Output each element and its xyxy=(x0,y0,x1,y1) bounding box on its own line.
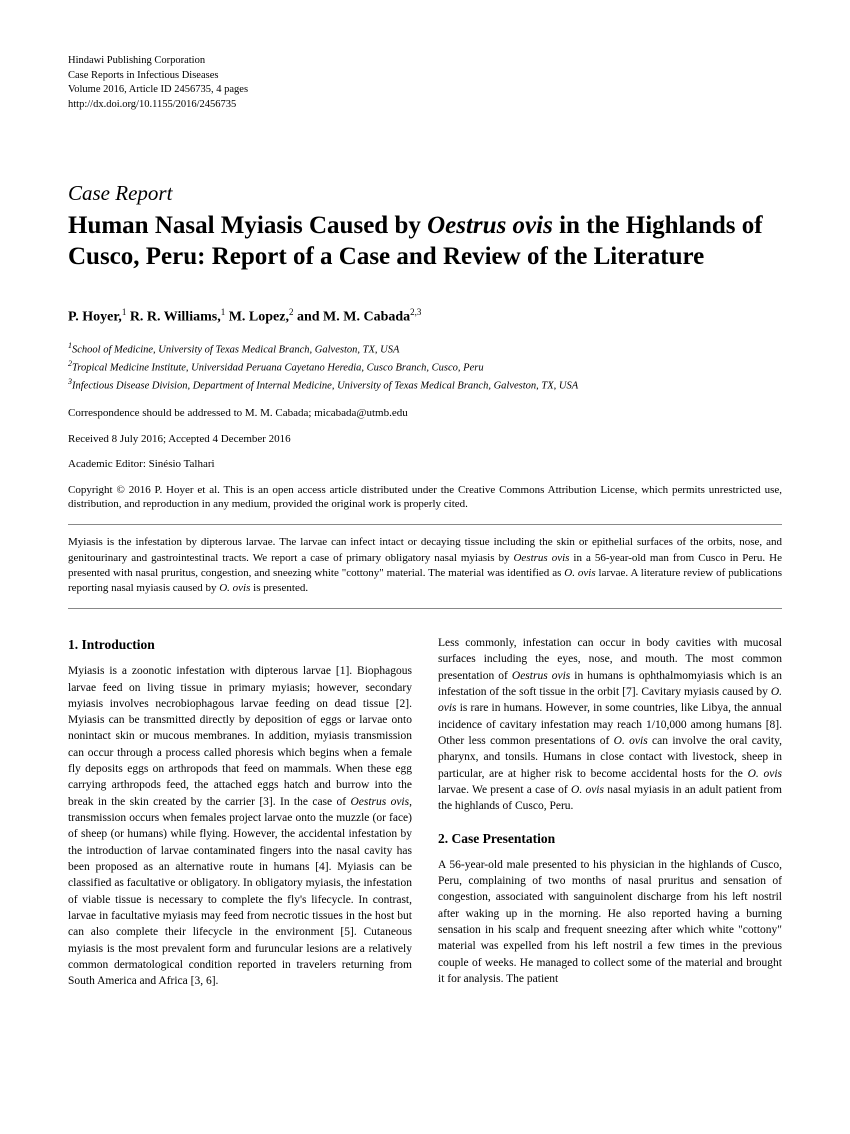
intro-paragraph-cont: Less commonly, infestation can occur in … xyxy=(438,635,782,815)
abstract: Myiasis is the infestation by dipterous … xyxy=(68,535,782,596)
divider xyxy=(68,608,782,609)
abstract-species: Oestrus ovis xyxy=(513,552,569,564)
body-species: O. ovis xyxy=(571,784,604,796)
body-species: Oestrus ovis xyxy=(350,796,409,808)
article-dates: Received 8 July 2016; Accepted 4 Decembe… xyxy=(68,432,782,447)
title-species: Oestrus ovis xyxy=(427,212,553,239)
affiliation-text: Tropical Medicine Institute, Universidad… xyxy=(72,363,484,374)
affiliation: 1School of Medicine, University of Texas… xyxy=(68,340,782,358)
affiliation-text: School of Medicine, University of Texas … xyxy=(72,344,399,355)
body-text: Myiasis is a zoonotic infestation with d… xyxy=(68,665,412,808)
body-text: , transmission occurs when females proje… xyxy=(68,796,412,988)
column-left: 1. Introduction Myiasis is a zoonotic in… xyxy=(68,635,412,1000)
section-heading-case: 2. Case Presentation xyxy=(438,829,782,848)
affiliation-text: Infectious Disease Division, Department … xyxy=(72,381,578,392)
publisher-info: Hindawi Publishing Corporation Case Repo… xyxy=(68,54,782,113)
case-paragraph: A 56-year-old male presented to his phys… xyxy=(438,857,782,988)
copyright-notice: Copyright © 2016 P. Hoyer et al. This is… xyxy=(68,483,782,513)
title-text: Human Nasal Myiasis Caused by xyxy=(68,212,427,239)
column-right: Less commonly, infestation can occur in … xyxy=(438,635,782,1000)
affiliations: 1School of Medicine, University of Texas… xyxy=(68,340,782,395)
divider xyxy=(68,524,782,525)
intro-paragraph: Myiasis is a zoonotic infestation with d… xyxy=(68,663,412,990)
abstract-species: O. ovis xyxy=(219,582,250,594)
abstract-text: is presented. xyxy=(250,582,308,594)
body-species: O. ovis xyxy=(614,735,648,747)
correspondence: Correspondence should be addressed to M.… xyxy=(68,406,782,421)
publisher-line: Volume 2016, Article ID 2456735, 4 pages xyxy=(68,83,782,98)
publisher-line: http://dx.doi.org/10.1155/2016/2456735 xyxy=(68,98,782,113)
section-heading-intro: 1. Introduction xyxy=(68,635,412,654)
body-species: O. ovis xyxy=(748,768,782,780)
affiliation: 2Tropical Medicine Institute, Universida… xyxy=(68,358,782,376)
article-type: Case Report xyxy=(68,181,782,206)
body-text: larvae. We present a case of xyxy=(438,784,571,796)
affiliation: 3Infectious Disease Division, Department… xyxy=(68,376,782,394)
academic-editor: Academic Editor: Sinésio Talhari xyxy=(68,457,782,472)
publisher-line: Case Reports in Infectious Diseases xyxy=(68,69,782,84)
article-title: Human Nasal Myiasis Caused by Oestrus ov… xyxy=(68,210,782,273)
body-columns: 1. Introduction Myiasis is a zoonotic in… xyxy=(68,635,782,1000)
authors-list: P. Hoyer,1 R. R. Williams,1 M. Lopez,2 a… xyxy=(68,307,782,326)
abstract-species: O. ovis xyxy=(564,567,595,579)
body-species: Oestrus ovis xyxy=(512,670,570,682)
publisher-line: Hindawi Publishing Corporation xyxy=(68,54,782,69)
